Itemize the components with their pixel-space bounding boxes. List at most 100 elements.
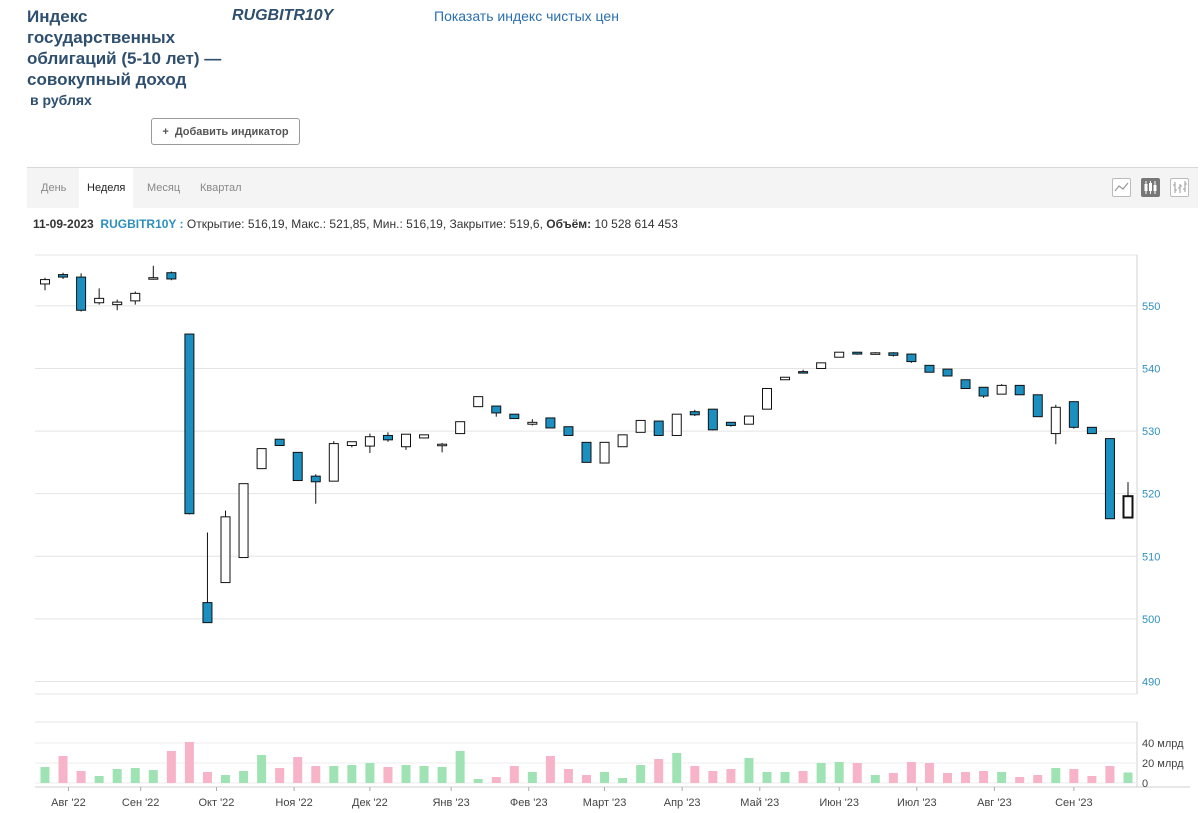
volume-bar <box>816 763 826 783</box>
candle-body[interactable] <box>166 272 177 280</box>
candle-body[interactable] <box>545 417 556 429</box>
add-indicator-label: Добавить индикатор <box>174 125 289 138</box>
candle-body[interactable] <box>852 351 863 355</box>
info-volume-label: Объём: <box>546 217 592 231</box>
candle-body[interactable] <box>780 376 791 381</box>
candle-body[interactable] <box>527 421 538 425</box>
chart-toolbar: День Неделя Месяц Квартал <box>27 167 1198 208</box>
candle-body[interactable] <box>617 434 628 448</box>
candle-body[interactable] <box>689 411 700 416</box>
candle-body[interactable] <box>834 351 845 358</box>
candle-body[interactable] <box>346 441 357 446</box>
tab-quarter[interactable]: Квартал <box>200 182 242 194</box>
volume-bar <box>94 776 104 783</box>
candle-body[interactable] <box>635 419 646 433</box>
candle-body[interactable] <box>888 352 899 356</box>
info-open-label: Открытие: <box>186 217 245 231</box>
tab-day[interactable]: День <box>41 182 67 194</box>
candle-body[interactable] <box>112 301 123 306</box>
candle-body[interactable] <box>509 413 520 420</box>
candle-body[interactable] <box>184 333 195 515</box>
candle-body[interactable] <box>292 451 303 482</box>
candle-body[interactable] <box>455 421 466 435</box>
price-tick-label: 510 <box>1142 551 1160 563</box>
candle-body[interactable] <box>274 438 285 446</box>
tab-week[interactable]: Неделя <box>79 168 134 208</box>
candle-body[interactable] <box>671 413 682 436</box>
candle-body[interactable] <box>220 516 231 584</box>
volume-bar <box>1015 777 1025 783</box>
volume-bar <box>834 762 844 783</box>
candle-body[interactable] <box>942 368 953 377</box>
volume-bar <box>257 755 267 783</box>
volume-bar <box>1105 766 1115 783</box>
info-close-label: Закрытие: <box>449 217 507 231</box>
candle-body[interactable] <box>401 433 411 448</box>
add-indicator-button[interactable]: + Добавить индикатор <box>151 118 300 145</box>
candle-body[interactable] <box>148 277 159 280</box>
time-tick-label: Май '23 <box>740 797 779 809</box>
volume-bar <box>744 758 754 783</box>
tab-month[interactable]: Месяц <box>147 182 181 194</box>
volume-bar <box>148 770 158 783</box>
candle-body[interactable] <box>1068 401 1079 428</box>
candle-body[interactable] <box>599 441 610 464</box>
candle-body[interactable] <box>473 396 484 408</box>
candle-body[interactable] <box>707 408 718 431</box>
ohlc-bar-chart-icon[interactable] <box>1170 178 1189 197</box>
candle-body[interactable] <box>76 276 87 311</box>
candle-body[interactable] <box>130 292 141 302</box>
candle-body[interactable] <box>816 362 827 369</box>
index-ticker: RUGBITR10Y <box>232 7 334 24</box>
candle-body[interactable] <box>725 421 736 426</box>
candle-body[interactable] <box>310 475 321 483</box>
candlestick-chart-icon[interactable] <box>1141 178 1160 197</box>
volume-bar <box>365 763 375 783</box>
volume-tick-label: 0 <box>1142 778 1148 790</box>
info-volume-value: 10 528 614 453 <box>594 217 678 231</box>
candle-body[interactable] <box>924 364 935 373</box>
candle-body[interactable] <box>743 415 754 425</box>
price-tick-label: 550 <box>1142 301 1160 313</box>
candle-body[interactable] <box>256 448 267 470</box>
candle-body[interactable] <box>960 379 971 390</box>
candle-body[interactable] <box>581 441 592 463</box>
candle-body[interactable] <box>1014 384 1025 396</box>
volume-bar <box>672 753 682 783</box>
candle-body[interactable] <box>58 274 69 278</box>
line-chart-icon[interactable] <box>1112 178 1131 197</box>
candle-body[interactable] <box>996 384 1007 395</box>
volume-bar <box>780 772 790 783</box>
candle-body[interactable] <box>563 426 574 436</box>
candle-body[interactable] <box>653 420 664 436</box>
candle-body[interactable] <box>870 352 881 355</box>
candle-body[interactable] <box>238 483 249 559</box>
price-tick-label: 530 <box>1142 426 1160 438</box>
candle-body[interactable] <box>1122 495 1134 519</box>
candle-body[interactable] <box>978 386 989 397</box>
time-tick-label: Сен '22 <box>122 797 160 809</box>
candle-body[interactable] <box>364 436 375 447</box>
candle-body[interactable] <box>328 443 339 482</box>
candle-body[interactable] <box>1086 426 1097 435</box>
candle-body[interactable] <box>906 353 917 363</box>
candle-body[interactable] <box>762 388 772 410</box>
candle-body[interactable] <box>437 443 448 447</box>
candle-body[interactable] <box>382 434 393 441</box>
candle-body[interactable] <box>798 371 809 374</box>
candle-body[interactable] <box>202 602 213 624</box>
candle-body[interactable] <box>1050 406 1061 435</box>
volume-bar <box>888 773 898 783</box>
time-tick-label: Окт '22 <box>199 797 235 809</box>
volume-bar <box>311 766 321 783</box>
candle-body[interactable] <box>491 405 502 414</box>
time-tick-label: Авг '22 <box>51 797 86 809</box>
clean-index-link[interactable]: Показать индекс чистых цен <box>434 8 619 24</box>
candle-body[interactable] <box>1032 394 1043 418</box>
candle-body[interactable] <box>1104 438 1115 520</box>
time-tick-label: Дек '22 <box>352 797 388 809</box>
candle-body[interactable] <box>40 279 50 285</box>
candle-body[interactable] <box>94 297 105 304</box>
candle-body[interactable] <box>419 434 430 439</box>
